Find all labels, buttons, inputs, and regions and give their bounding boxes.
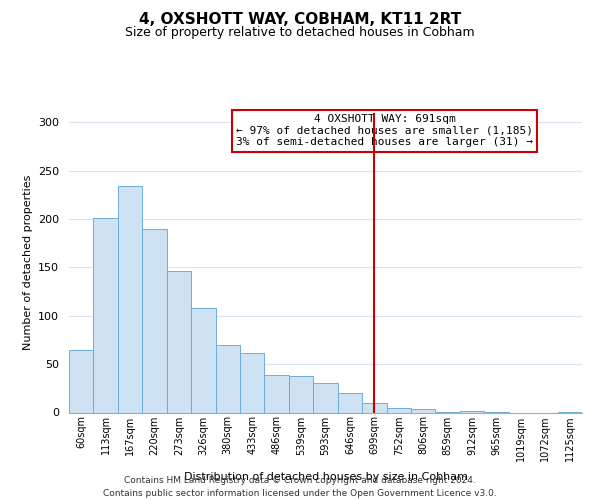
Text: Contains HM Land Registry data © Crown copyright and database right 2024.
Contai: Contains HM Land Registry data © Crown c…: [103, 476, 497, 498]
Bar: [240, 354, 265, 412]
Text: 4 OXSHOTT WAY: 691sqm
← 97% of detached houses are smaller (1,185)
3% of semi-de: 4 OXSHOTT WAY: 691sqm ← 97% of detached …: [236, 114, 533, 147]
Bar: [142, 228, 167, 412]
X-axis label: Distribution of detached houses by size in Cobham: Distribution of detached houses by size …: [184, 472, 467, 482]
Y-axis label: Number of detached properties: Number of detached properties: [23, 175, 32, 350]
Bar: [386, 408, 411, 412]
Bar: [313, 382, 338, 412]
Bar: [118, 186, 142, 412]
Text: Size of property relative to detached houses in Cobham: Size of property relative to detached ho…: [125, 26, 475, 39]
Bar: [411, 408, 436, 412]
Bar: [167, 271, 191, 412]
Bar: [265, 375, 289, 412]
Text: 4, OXSHOTT WAY, COBHAM, KT11 2RT: 4, OXSHOTT WAY, COBHAM, KT11 2RT: [139, 12, 461, 28]
Bar: [460, 410, 484, 412]
Bar: [362, 403, 386, 412]
Bar: [94, 218, 118, 412]
Bar: [289, 376, 313, 412]
Bar: [191, 308, 215, 412]
Bar: [69, 350, 94, 412]
Bar: [338, 393, 362, 412]
Bar: [215, 345, 240, 412]
